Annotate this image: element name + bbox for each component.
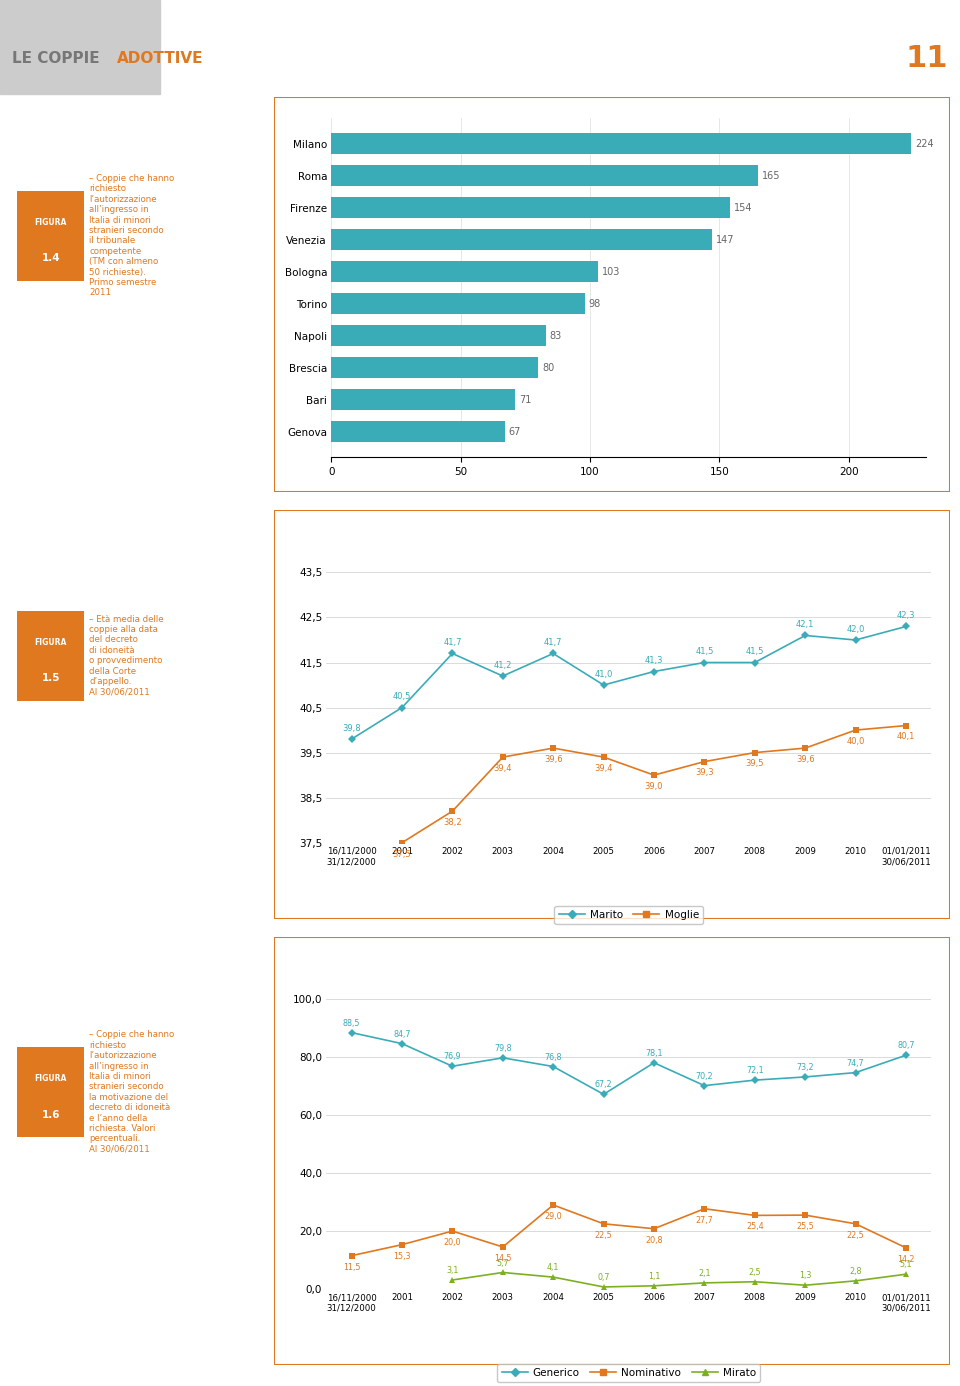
Text: 11,5: 11,5 xyxy=(343,1263,360,1271)
Text: 41,3: 41,3 xyxy=(645,656,663,665)
Text: 103: 103 xyxy=(602,266,620,277)
Text: 2,1: 2,1 xyxy=(698,1270,710,1278)
Text: 67: 67 xyxy=(509,427,521,437)
Text: 27,7: 27,7 xyxy=(696,1216,713,1225)
Text: 4,1: 4,1 xyxy=(547,1263,560,1272)
Text: FIGURA: FIGURA xyxy=(35,218,67,226)
Text: LE COPPIE: LE COPPIE xyxy=(12,51,105,67)
Text: 2,8: 2,8 xyxy=(850,1267,862,1277)
Text: 98: 98 xyxy=(588,298,601,309)
Text: 1,3: 1,3 xyxy=(799,1271,811,1281)
Text: 165: 165 xyxy=(762,170,780,180)
Bar xyxy=(0,0,160,94)
Bar xyxy=(331,421,505,442)
Text: 39,0: 39,0 xyxy=(645,782,663,791)
Text: 41,7: 41,7 xyxy=(444,638,462,647)
Text: 0,7: 0,7 xyxy=(597,1272,610,1282)
Text: 147: 147 xyxy=(715,234,734,244)
Text: – Coppie che hanno
richiesto
l’autorizzazione
all’ingresso in
Italia di minori
s: – Coppie che hanno richiesto l’autorizza… xyxy=(89,173,175,298)
Text: 1.5: 1.5 xyxy=(41,674,60,683)
Bar xyxy=(331,326,546,346)
Text: ADOTTIVE: ADOTTIVE xyxy=(117,51,204,67)
Bar xyxy=(331,229,711,249)
Text: 84,7: 84,7 xyxy=(394,1030,411,1038)
Text: – Coppie che hanno
richiesto
l’autorizzazione
all’ingresso in
Italia di minori
s: – Coppie che hanno richiesto l’autorizza… xyxy=(89,1030,175,1155)
Text: 70,2: 70,2 xyxy=(696,1071,713,1081)
Text: 41,0: 41,0 xyxy=(594,669,612,679)
Text: 74,7: 74,7 xyxy=(847,1059,864,1067)
Text: 41,5: 41,5 xyxy=(695,647,713,656)
Text: FIGURA: FIGURA xyxy=(35,638,67,646)
Text: 67,2: 67,2 xyxy=(595,1080,612,1089)
Text: 42,1: 42,1 xyxy=(796,620,814,629)
Text: 14,2: 14,2 xyxy=(898,1254,915,1264)
FancyBboxPatch shape xyxy=(274,937,950,1365)
Text: 1.6: 1.6 xyxy=(41,1110,60,1120)
FancyBboxPatch shape xyxy=(274,97,950,492)
Bar xyxy=(331,261,598,281)
Text: 22,5: 22,5 xyxy=(595,1231,612,1239)
Text: 20,8: 20,8 xyxy=(645,1235,662,1245)
Text: 3,1: 3,1 xyxy=(446,1265,459,1275)
Text: 39,5: 39,5 xyxy=(746,760,764,768)
Text: 76,9: 76,9 xyxy=(444,1052,461,1062)
Text: 25,5: 25,5 xyxy=(797,1222,814,1231)
Legend: Marito, Moglie: Marito, Moglie xyxy=(555,905,703,924)
Text: 41,7: 41,7 xyxy=(544,638,563,647)
Bar xyxy=(331,358,539,378)
Text: – Età media delle
coppie alla data
del decreto
di idoneità
o provvedimento
della: – Età media delle coppie alla data del d… xyxy=(89,614,164,697)
Text: 83: 83 xyxy=(550,331,563,341)
Text: 2,5: 2,5 xyxy=(749,1268,761,1277)
Text: 39,4: 39,4 xyxy=(594,764,612,773)
Text: 78,1: 78,1 xyxy=(645,1049,662,1058)
Text: 5,7: 5,7 xyxy=(496,1258,509,1268)
Text: 37,5: 37,5 xyxy=(393,850,411,858)
Bar xyxy=(331,197,730,218)
Text: 1.4: 1.4 xyxy=(41,254,60,263)
Text: 42,0: 42,0 xyxy=(847,625,865,633)
Text: 80,7: 80,7 xyxy=(898,1041,915,1051)
Text: 22,5: 22,5 xyxy=(847,1231,864,1239)
Text: 88,5: 88,5 xyxy=(343,1019,360,1027)
Text: 29,0: 29,0 xyxy=(544,1211,562,1221)
Legend: Generico, Nominativo, Mirato: Generico, Nominativo, Mirato xyxy=(497,1364,760,1382)
Text: 73,2: 73,2 xyxy=(797,1063,814,1071)
Text: 14,5: 14,5 xyxy=(494,1254,512,1263)
Text: 71: 71 xyxy=(518,395,531,405)
Text: 39,6: 39,6 xyxy=(796,755,814,764)
Bar xyxy=(331,389,515,410)
Text: 80: 80 xyxy=(542,363,554,373)
Text: 11: 11 xyxy=(905,44,948,73)
Text: 25,4: 25,4 xyxy=(746,1222,763,1231)
Text: 39,6: 39,6 xyxy=(544,755,563,764)
Text: 79,8: 79,8 xyxy=(494,1044,512,1053)
Text: 5,1: 5,1 xyxy=(900,1260,912,1270)
Text: 42,3: 42,3 xyxy=(897,611,915,620)
Bar xyxy=(331,165,758,186)
Text: 41,2: 41,2 xyxy=(493,661,512,669)
Text: 154: 154 xyxy=(733,202,752,212)
Text: 40,5: 40,5 xyxy=(393,692,411,701)
Text: 38,2: 38,2 xyxy=(444,818,462,827)
Text: 39,3: 39,3 xyxy=(695,768,713,778)
Text: 40,1: 40,1 xyxy=(897,732,915,742)
Text: 20,0: 20,0 xyxy=(444,1238,461,1247)
Text: 72,1: 72,1 xyxy=(746,1066,763,1076)
Text: 39,4: 39,4 xyxy=(493,764,512,773)
Text: 1,1: 1,1 xyxy=(648,1272,660,1281)
Bar xyxy=(331,294,585,315)
FancyBboxPatch shape xyxy=(274,510,950,919)
Text: 39,8: 39,8 xyxy=(343,723,361,733)
Text: 224: 224 xyxy=(915,139,933,148)
Bar xyxy=(331,133,911,154)
Text: 40,0: 40,0 xyxy=(847,737,865,746)
Text: 15,3: 15,3 xyxy=(394,1252,411,1260)
Text: 41,5: 41,5 xyxy=(746,647,764,656)
Text: FIGURA: FIGURA xyxy=(35,1074,67,1082)
Text: 76,8: 76,8 xyxy=(544,1052,562,1062)
